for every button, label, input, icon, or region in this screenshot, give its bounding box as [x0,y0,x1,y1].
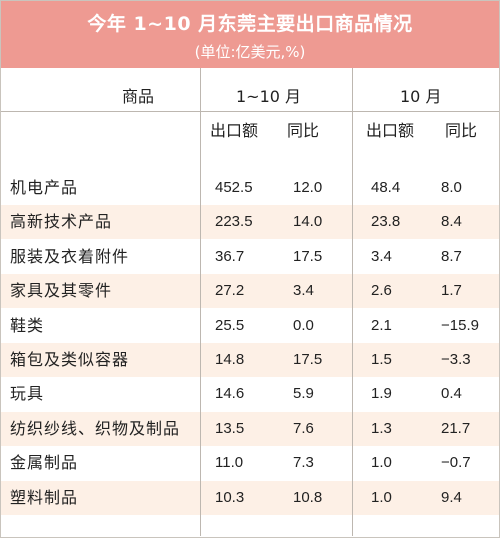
row-product-name: 机电产品 [10,178,79,197]
table-row: 塑料制品 10.3 10.8 1.0 9.4 [1,480,499,515]
table-row: 鞋类 25.5 0.0 2.1 −15.9 [1,309,499,343]
row-product-name: 高新技术产品 [10,212,113,232]
row-product-name: 纺织纱线、织物及制品 [10,418,181,438]
cell-ytd-yoy: 17.5 [293,247,323,265]
cell-ytd-yoy: 17.5 [293,351,323,368]
cell-oct-export-value: 1.0 [371,488,392,506]
row-product-name: 家具及其零件 [10,281,113,301]
row-product-name: 服装及衣着附件 [10,246,130,266]
cell-ytd-yoy: 14.0 [293,213,323,231]
cell-oct-yoy: −0.7 [441,454,471,472]
cell-oct-export-value: 3.4 [371,247,392,265]
cell-ytd-export-value: 10.3 [215,488,245,506]
cell-ytd-yoy: 3.4 [293,282,314,300]
table-row: 箱包及类似容器 14.8 17.5 1.5 −3.3 [1,343,499,377]
header-period-oct: 10 月 [400,87,442,106]
cell-ytd-yoy: 7.6 [293,419,314,437]
cell-oct-yoy: 1.7 [441,282,462,300]
table-row: 服装及衣着附件 36.7 17.5 3.4 8.7 [1,240,499,274]
table-row: 金属制品 11.0 7.3 1.0 −0.7 [1,446,499,480]
cell-ytd-export-value: 223.5 [215,213,253,231]
header-oct-yoy: 同比 [445,121,478,140]
cell-oct-yoy: 0.4 [441,385,462,403]
cell-ytd-yoy: 5.9 [293,385,314,403]
unit-note: (单位:亿美元,%) [194,43,306,61]
header-period-ytd: 1~10 月 [236,87,302,106]
cell-oct-export-value: 1.5 [371,351,392,368]
cell-oct-export-value: 1.9 [371,385,392,403]
cell-ytd-export-value: 11.0 [215,454,244,472]
cell-oct-yoy: 8.0 [441,179,462,196]
cell-ytd-yoy: 12.0 [293,179,323,196]
divider [1,111,499,112]
cell-ytd-export-value: 27.2 [215,282,245,300]
cell-ytd-export-value: 452.5 [215,179,253,196]
table-title: 今年 1~10 月东莞主要出口商品情况 [87,13,413,35]
cell-oct-export-value: 2.1 [371,316,392,334]
row-product-name: 金属制品 [10,453,79,473]
cell-oct-yoy: 8.7 [441,247,462,265]
cell-oct-yoy: −3.3 [441,351,471,368]
cell-oct-export-value: 48.4 [371,179,401,196]
divider [200,68,201,536]
cell-oct-export-value: 1.0 [371,454,392,472]
divider [352,68,353,536]
table-row: 机电产品 452.5 12.0 48.4 8.0 [1,171,499,205]
row-product-name: 玩具 [10,384,45,404]
cell-ytd-export-value: 25.5 [215,316,245,334]
header-ytd-export: 出口额 [210,121,259,140]
table-row: 玩具 14.6 5.9 1.9 0.4 [1,377,499,411]
cell-oct-yoy: −15.9 [441,316,479,334]
cell-oct-export-value: 23.8 [371,213,401,231]
table-row: 家具及其零件 27.2 3.4 2.6 1.7 [1,274,499,309]
cell-ytd-export-value: 36.7 [215,247,245,265]
cell-oct-yoy: 9.4 [441,488,462,506]
row-product-name: 箱包及类似容器 [10,350,130,369]
cell-ytd-export-value: 14.6 [215,385,245,403]
cell-ytd-yoy: 10.8 [293,488,323,506]
cell-ytd-export-value: 14.8 [215,351,245,368]
header-ytd-yoy: 同比 [287,121,320,140]
cell-oct-yoy: 21.7 [441,419,471,437]
cell-ytd-yoy: 0.0 [293,316,314,334]
cell-oct-yoy: 8.4 [441,213,462,231]
header-product: 商品 [122,87,155,106]
cell-ytd-export-value: 13.5 [215,419,245,437]
title-banner: 今年 1~10 月东莞主要出口商品情况 (单位:亿美元,%) [1,1,499,68]
table-row: 纺织纱线、织物及制品 13.5 7.6 1.3 21.7 [1,411,499,446]
cell-ytd-yoy: 7.3 [293,454,314,472]
table-row: 高新技术产品 223.5 14.0 23.8 8.4 [1,205,499,240]
row-product-name: 鞋类 [10,315,45,335]
cell-oct-export-value: 1.3 [371,419,392,437]
row-product-name: 塑料制品 [10,487,79,507]
header-oct-export: 出口额 [366,121,415,140]
cell-oct-export-value: 2.6 [371,282,392,300]
